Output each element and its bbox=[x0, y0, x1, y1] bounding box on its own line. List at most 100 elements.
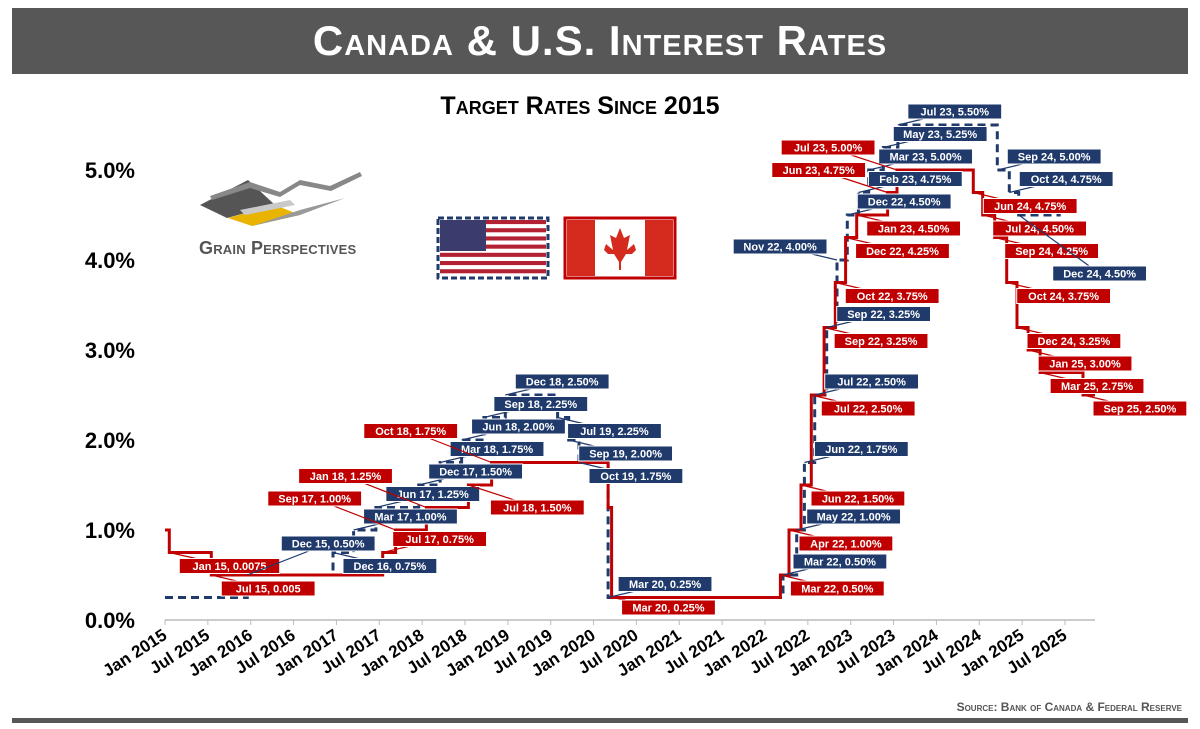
data-label: Jun 22, 1.75% bbox=[825, 444, 897, 456]
data-label-box bbox=[385, 486, 481, 502]
us-rate-line bbox=[165, 123, 1061, 599]
data-label: May 22, 1.00% bbox=[817, 512, 891, 524]
data-label-box bbox=[1037, 355, 1133, 372]
data-label: Oct 24, 3.75% bbox=[1028, 291, 1099, 303]
data-label-box bbox=[1016, 288, 1112, 304]
y-tick-label: 2.0% bbox=[85, 428, 135, 453]
data-label: Jan 25, 3.00% bbox=[1049, 359, 1121, 371]
y-tick-label: 3.0% bbox=[85, 338, 135, 363]
flag-stripe bbox=[440, 236, 546, 241]
data-label: Sep 22, 3.25% bbox=[845, 336, 918, 348]
data-label: Jul 18, 1.50% bbox=[503, 503, 572, 515]
data-label-box bbox=[789, 580, 885, 597]
page-title: Canada & U.S. Interest Rates bbox=[312, 17, 888, 64]
data-label: Mar 20, 0.25% bbox=[629, 579, 701, 591]
series-lines bbox=[165, 123, 1095, 599]
data-label: Oct 18, 1.75% bbox=[375, 426, 446, 438]
flag-stripe bbox=[440, 228, 546, 233]
data-label: Nov 22, 4.00% bbox=[743, 242, 817, 254]
data-label: Sep 17, 1.00% bbox=[278, 494, 351, 506]
data-label-box bbox=[771, 162, 867, 178]
data-label: Sep 19, 2.00% bbox=[589, 449, 662, 461]
data-label-box bbox=[489, 499, 585, 516]
data-label: Mar 22, 0.50% bbox=[801, 584, 873, 596]
data-label: Sep 18, 2.25% bbox=[504, 399, 577, 411]
data-label-box bbox=[792, 553, 888, 570]
data-label-box bbox=[617, 576, 713, 592]
data-label: Dec 17, 1.50% bbox=[439, 467, 512, 479]
grain-perspectives-logo-icon bbox=[200, 172, 362, 226]
data-label: Mar 25, 2.75% bbox=[1061, 381, 1133, 393]
data-label-box bbox=[836, 306, 932, 322]
data-label-box bbox=[866, 220, 962, 237]
data-label-box bbox=[780, 139, 876, 156]
y-axis-ticks: 0.0% 1.0% 2.0% 3.0% 4.0% 5.0% bbox=[85, 158, 135, 633]
data-label-box bbox=[813, 441, 909, 457]
data-label-box bbox=[578, 445, 674, 462]
data-label-box bbox=[363, 508, 458, 525]
data-label: Oct 19, 1.75% bbox=[600, 471, 671, 483]
data-label-box bbox=[392, 531, 488, 547]
data-label: Mar 18, 1.75% bbox=[461, 444, 533, 456]
data-label: Jul 22, 2.50% bbox=[834, 404, 903, 416]
data-label: Dec 18, 2.50% bbox=[526, 377, 599, 389]
data-label-box bbox=[824, 373, 920, 390]
data-label-box bbox=[514, 373, 610, 390]
y-tick-label: 0.0% bbox=[85, 608, 135, 633]
data-label: Feb 23, 4.75% bbox=[879, 174, 951, 186]
data-label: Jul 15, 0.005 bbox=[236, 584, 301, 596]
flag-stripe bbox=[440, 261, 546, 266]
data-label-box bbox=[820, 400, 916, 417]
logo-text: Grain Perspectives bbox=[199, 238, 357, 258]
data-label: Apr 22, 1.00% bbox=[810, 539, 882, 551]
data-label: Dec 24, 4.50% bbox=[1063, 269, 1136, 281]
data-label-box bbox=[1026, 333, 1122, 349]
data-label: Sep 25, 2.50% bbox=[1104, 404, 1177, 416]
y-tick-label: 5.0% bbox=[85, 158, 135, 183]
data-label: Dec 16, 0.75% bbox=[354, 561, 427, 573]
data-labels: Jan 15, 0.0075 Jul 15, 0.005 Dec 15, 0.50%… bbox=[169, 103, 1188, 616]
data-label: Oct 24, 4.75% bbox=[1031, 174, 1102, 186]
title-banner: Canada & U.S. Interest Rates bbox=[12, 8, 1188, 74]
us-flag-icon bbox=[436, 216, 550, 280]
data-label-box bbox=[892, 126, 988, 142]
data-label-box bbox=[810, 490, 906, 507]
data-label-box bbox=[1049, 378, 1145, 394]
data-label: Dec 24, 3.25% bbox=[1038, 336, 1111, 348]
flag-stripe bbox=[440, 244, 546, 249]
data-label-box bbox=[298, 468, 393, 484]
data-label-box bbox=[1092, 400, 1188, 417]
data-label-leader bbox=[1018, 214, 1100, 274]
data-label: Jun 22, 1.50% bbox=[822, 494, 894, 506]
data-label: Jan 15, 0.0075 bbox=[192, 561, 266, 573]
flag-stripe bbox=[440, 220, 546, 225]
data-label: Jul 22, 2.50% bbox=[837, 377, 906, 389]
data-label: Jun 17, 1.25% bbox=[397, 489, 469, 501]
data-label-box bbox=[806, 508, 902, 525]
data-label: Sep 24, 4.25% bbox=[1015, 246, 1088, 258]
data-label: Sep 22, 3.25% bbox=[847, 309, 920, 321]
data-label-box bbox=[471, 418, 566, 435]
data-label-box bbox=[428, 463, 524, 480]
data-label: Jun 24, 4.75% bbox=[994, 201, 1066, 213]
flag-stripe bbox=[440, 269, 546, 274]
data-label-box bbox=[1006, 148, 1102, 165]
data-label: Jun 18, 2.00% bbox=[482, 422, 554, 434]
data-label-box bbox=[833, 333, 929, 349]
data-label: Mar 17, 1.00% bbox=[374, 512, 446, 524]
data-label-box bbox=[1018, 171, 1114, 187]
data-label-box bbox=[982, 198, 1078, 214]
data-label-box bbox=[363, 423, 459, 439]
data-label: Jul 23, 5.00% bbox=[794, 143, 863, 155]
footer-divider bbox=[12, 718, 1188, 723]
y-tick-label: 1.0% bbox=[85, 518, 135, 543]
data-label: Jan 18, 1.25% bbox=[310, 471, 382, 483]
data-label-box bbox=[493, 396, 589, 412]
data-label-box bbox=[1004, 243, 1100, 259]
data-label: Jul 17, 0.75% bbox=[405, 534, 474, 546]
data-label-box bbox=[621, 599, 716, 616]
data-label: Jan 23, 4.50% bbox=[878, 224, 950, 236]
data-label-box bbox=[856, 193, 952, 210]
data-label: Mar 22, 0.50% bbox=[804, 557, 876, 569]
